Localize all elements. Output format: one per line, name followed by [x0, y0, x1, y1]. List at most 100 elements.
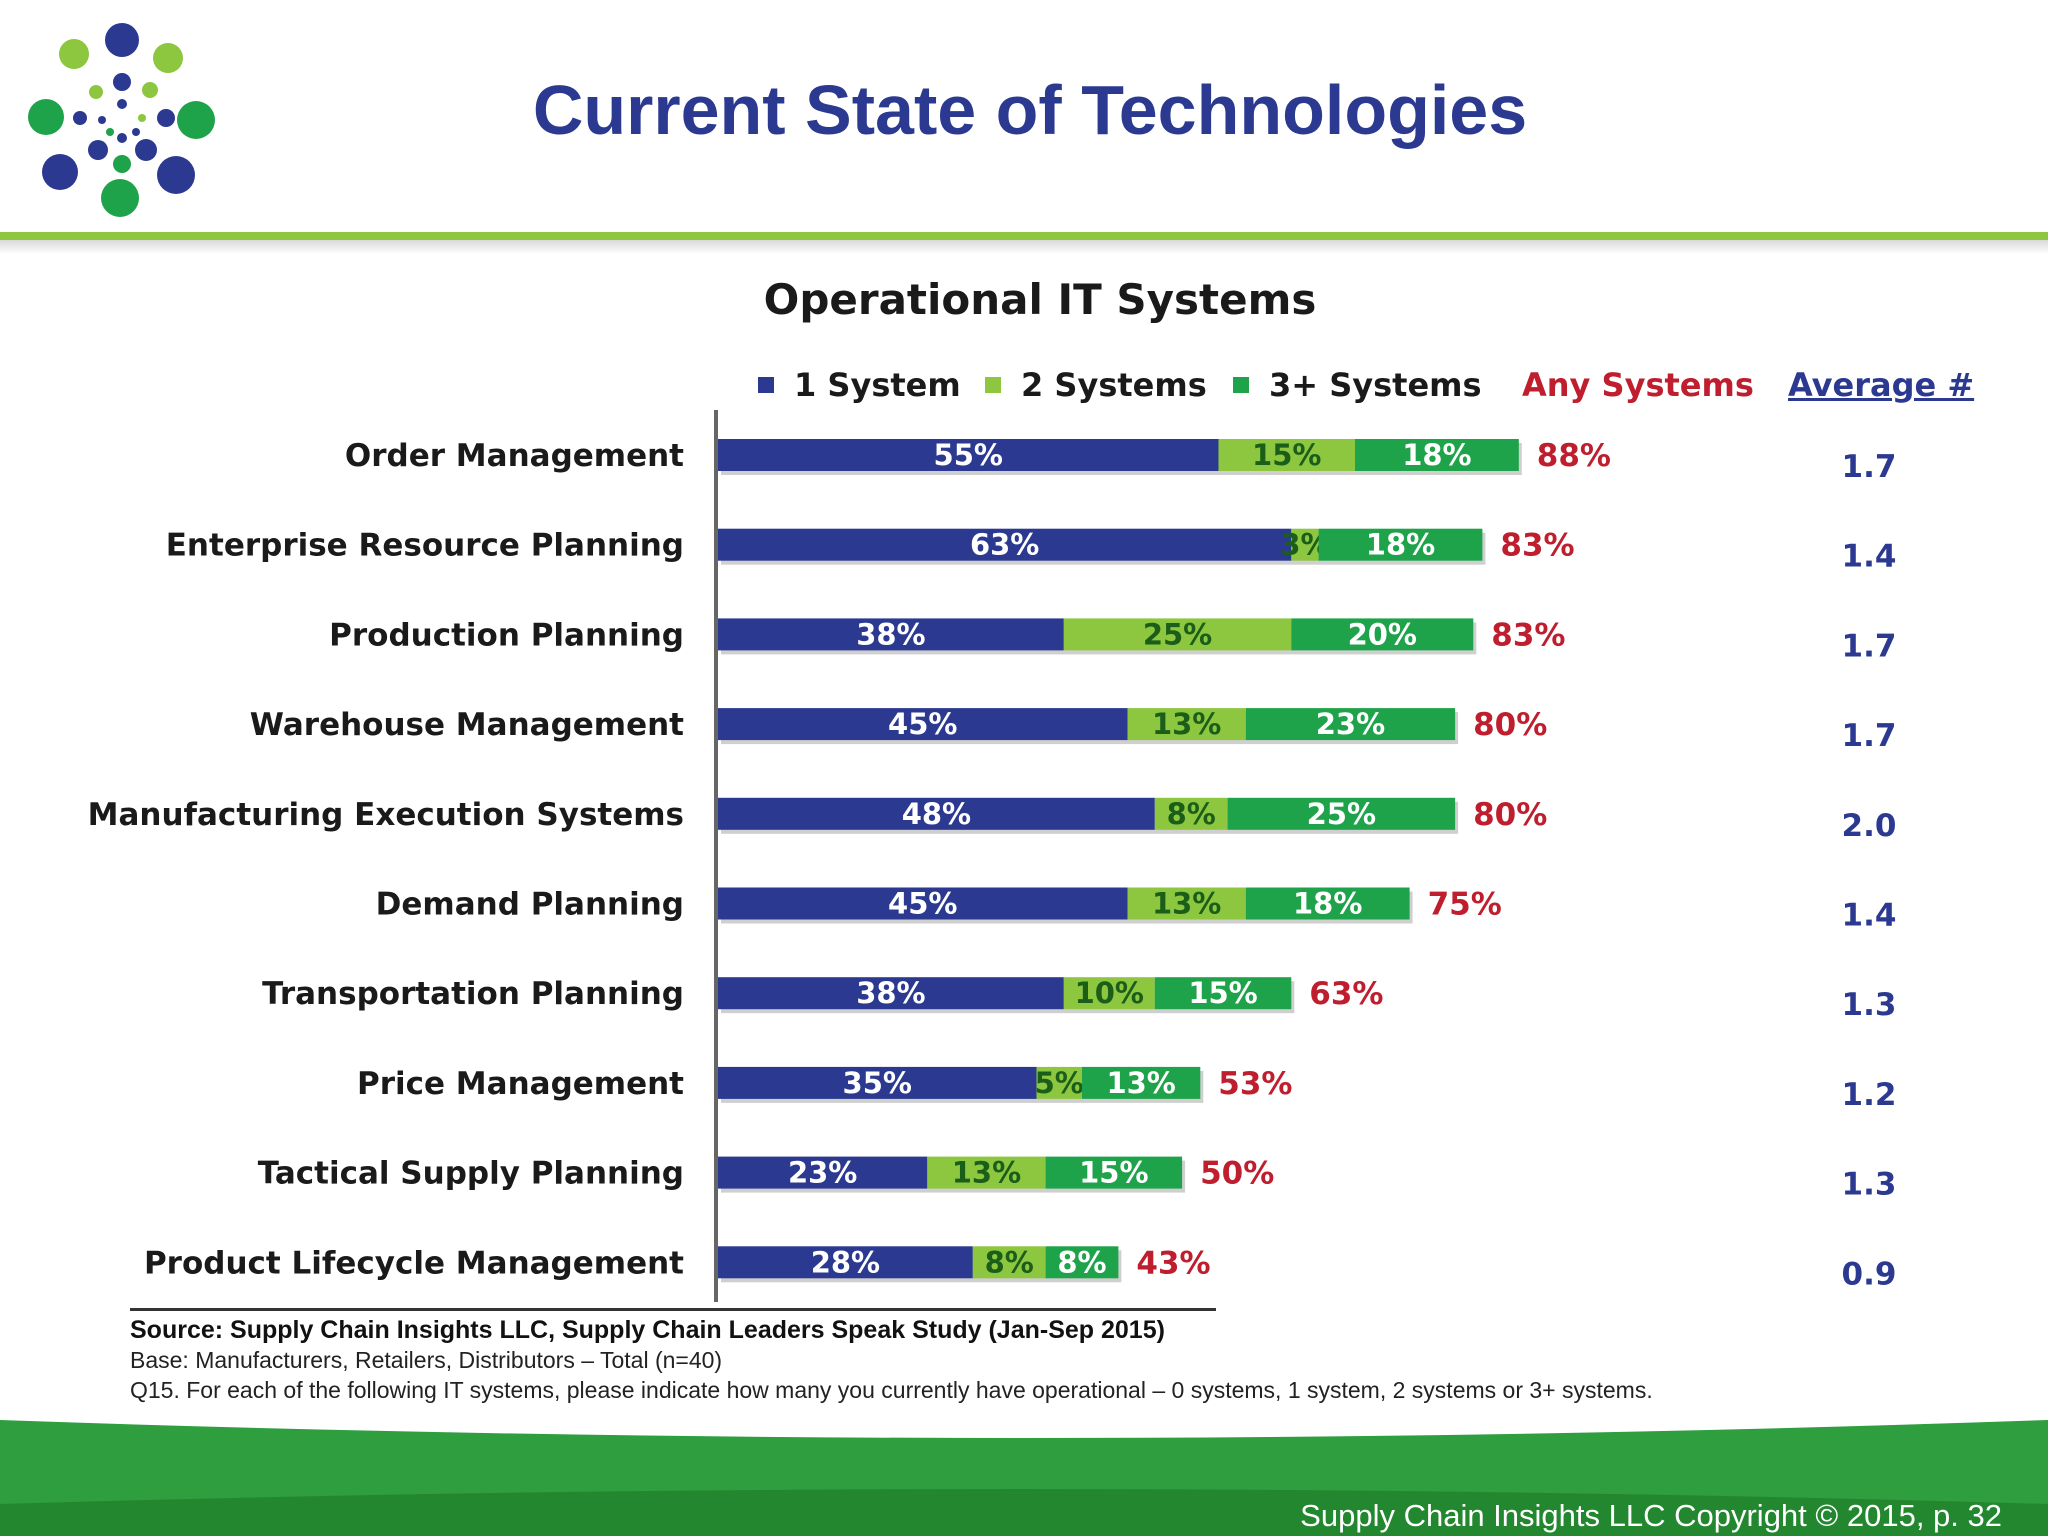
average-value: 1.4	[1842, 898, 1897, 934]
legend-label: 1 System	[794, 366, 961, 404]
bar-segment-2-systems	[972, 1246, 1046, 1279]
header-rule-shadow	[0, 240, 2048, 254]
bar-segment-3-plus-systems	[1227, 797, 1456, 830]
legend-label: 2 Systems	[1021, 366, 1207, 404]
logo-dot	[106, 128, 114, 136]
stacked-bar-chart: Order Management 55% 15% 18% 88% 1.7 Enterpris…	[88, 410, 1897, 1302]
bar-value-label: 28%	[811, 1245, 880, 1279]
bar-segment-1-system	[718, 1246, 973, 1279]
logo-dot	[117, 133, 127, 143]
company-logo	[28, 23, 215, 217]
any-systems-value: 43%	[1136, 1245, 1210, 1281]
any-systems-value: 83%	[1500, 528, 1574, 564]
source-divider	[130, 1308, 1216, 1311]
logo-dot	[101, 179, 139, 217]
category-label: Price Management	[357, 1066, 684, 1102]
any-systems-value: 88%	[1537, 438, 1611, 474]
bar-segment-2-systems	[1154, 797, 1228, 830]
bar-segment-1-system	[718, 887, 1128, 920]
bar-value-label: 10%	[1075, 976, 1144, 1010]
category-label: Enterprise Resource Planning	[166, 528, 684, 564]
logo-dot	[153, 43, 183, 73]
bar-value-label: 18%	[1366, 528, 1435, 562]
any-systems-value: 63%	[1309, 976, 1383, 1012]
bar-value-label: 18%	[1293, 887, 1362, 921]
logo-dot	[142, 82, 158, 98]
legend-label: 3+ Systems	[1269, 366, 1482, 404]
bar-segment-3-plus-systems	[1245, 887, 1410, 920]
bar-segment-1-system	[718, 439, 1219, 471]
category-label: Transportation Planning	[262, 976, 684, 1012]
bar-value-label: 20%	[1348, 617, 1417, 651]
category-label: Warehouse Management	[250, 707, 684, 743]
bar-value-label: 63%	[970, 528, 1039, 562]
bar-segment-3-plus-systems	[1045, 1156, 1183, 1189]
bar-value-label: 8%	[985, 1245, 1034, 1279]
logo-dot	[28, 99, 64, 135]
question-text: Q15. For each of the following IT system…	[130, 1377, 1653, 1403]
category-label: Demand Planning	[376, 887, 684, 923]
bar-value-label: 13%	[1152, 707, 1221, 741]
average-value: 1.3	[1842, 1167, 1897, 1203]
bar-segment-1-system	[718, 1066, 1037, 1099]
bar-value-label: 23%	[1316, 707, 1385, 741]
bar-value-label: 13%	[1106, 1066, 1175, 1100]
bar-value-label: 15%	[1188, 976, 1257, 1010]
bar-segment-2-systems	[1127, 708, 1246, 741]
category-label: Tactical Supply Planning	[258, 1156, 684, 1192]
average-value: 1.7	[1842, 449, 1897, 485]
logo-dot	[138, 114, 146, 122]
average-value: 1.2	[1842, 1077, 1897, 1113]
bar-value-label: 18%	[1402, 438, 1471, 472]
bar-value-label: 48%	[902, 797, 971, 831]
bar-segment-2-systems	[1127, 887, 1246, 920]
category-label: Product Lifecycle Management	[144, 1245, 684, 1281]
bar-value-label: 15%	[1252, 438, 1321, 472]
bar-segment-2-systems	[1218, 439, 1355, 471]
bar-segment-3-plus-systems	[1245, 708, 1456, 741]
logo-dot	[73, 111, 87, 125]
source-text: Source: Supply Chain Insights LLC, Suppl…	[130, 1316, 1165, 1344]
any-systems-value: 80%	[1473, 707, 1547, 743]
average-value: 0.9	[1842, 1256, 1897, 1292]
legend-any-systems: Any Systems	[1522, 366, 1754, 404]
header-rule	[0, 232, 2048, 242]
bar-value-label: 38%	[856, 976, 925, 1010]
bar-segment-1-system	[718, 618, 1064, 651]
category-label: Order Management	[345, 438, 684, 474]
bar-segment-1-system	[718, 977, 1064, 1010]
bar-value-label: 13%	[1152, 887, 1221, 921]
logo-dot	[105, 23, 139, 57]
logo-dot	[157, 109, 175, 127]
bar-value-label: 13%	[952, 1156, 1021, 1190]
logo-dot	[157, 156, 195, 194]
bar-value-label: 55%	[934, 438, 1003, 472]
bar-segment-2-systems	[1291, 528, 1319, 561]
average-value: 1.7	[1842, 718, 1897, 754]
copyright-text: Supply Chain Insights LLC Copyright © 20…	[1300, 1498, 2002, 1533]
any-systems-value: 80%	[1473, 797, 1547, 833]
legend-average: Average #	[1788, 366, 1975, 404]
bar-segment-1-system	[718, 1156, 928, 1189]
logo-dot	[113, 73, 131, 91]
bar-segment-3-plus-systems	[1355, 439, 1519, 471]
bar-segment-2-systems	[1036, 1066, 1082, 1099]
legend-swatch-1-system	[758, 377, 774, 393]
bar-value-label: 45%	[888, 707, 957, 741]
legend-item-2-systems: 2 Systems	[985, 366, 1207, 406]
bar-segment-1-system	[718, 708, 1128, 741]
bar-value-label: 23%	[788, 1156, 857, 1190]
bar-segment-3-plus-systems	[1318, 528, 1483, 561]
average-value: 1.7	[1842, 628, 1897, 664]
legend-swatch-3-plus-systems	[1233, 377, 1249, 393]
logo-dot	[135, 139, 157, 161]
slide-title: Current State of Technologies	[532, 71, 1528, 149]
average-value: 1.4	[1842, 539, 1897, 575]
any-systems-value: 75%	[1428, 887, 1502, 923]
bar-segment-3-plus-systems	[1045, 1246, 1119, 1279]
logo-dot	[98, 116, 106, 124]
bar-value-label: 8%	[1057, 1245, 1106, 1279]
bar-segment-2-systems	[1063, 977, 1155, 1010]
bar-value-label: 25%	[1307, 797, 1376, 831]
footer-band	[0, 1420, 2048, 1536]
